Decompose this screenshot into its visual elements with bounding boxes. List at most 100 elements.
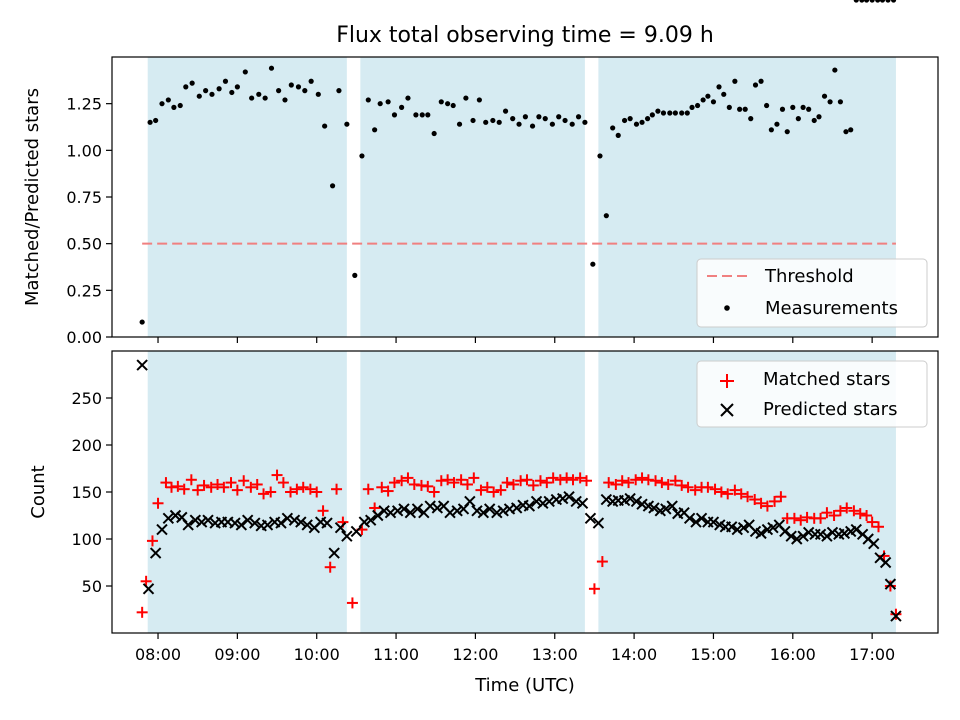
predicted-star-point <box>695 512 708 525</box>
measurement-point <box>633 121 640 127</box>
predicted-star-point <box>195 516 208 528</box>
predicted-star-point <box>334 522 347 534</box>
matched-star-point <box>225 477 237 489</box>
predicted-star-point <box>690 516 702 528</box>
matched-star-point <box>541 477 553 489</box>
measurement-point <box>556 114 562 120</box>
matched-star-point <box>468 472 480 484</box>
predicted-star-point <box>868 537 880 550</box>
chart-title: Flux total observing time = 9.09 h <box>336 23 714 48</box>
matched-star-point <box>636 472 648 484</box>
measurement-point <box>315 91 321 97</box>
measurement-point <box>139 319 145 325</box>
top-y-tick-label: 0.00 <box>66 328 102 347</box>
matched-star-point <box>527 479 539 491</box>
measurement-point <box>359 153 365 159</box>
matched-star-point <box>152 497 164 509</box>
matched-star-point <box>815 512 827 524</box>
matched-star-point <box>362 483 374 495</box>
measurement-point <box>302 88 308 94</box>
measurement-point <box>365 97 371 103</box>
measurement-point <box>256 91 262 97</box>
predicted-star-point <box>411 503 424 515</box>
measurement-point <box>438 99 444 105</box>
matched-star-point <box>547 472 559 484</box>
legend-measurements-label: Measurements <box>765 298 898 319</box>
matched-star-point <box>251 478 263 490</box>
top-observing-window-2 <box>360 57 585 337</box>
matched-star-point <box>848 505 860 517</box>
matched-star-point <box>205 481 217 493</box>
measurement-point <box>336 88 342 94</box>
matched-star-point <box>795 514 807 526</box>
matched-star-point <box>669 475 681 487</box>
matched-star-point <box>650 475 662 487</box>
measurement-point <box>843 129 849 135</box>
measurement-point <box>655 108 661 114</box>
measurement-point <box>522 114 528 120</box>
measurement-point <box>832 67 838 73</box>
matched-star-point <box>331 483 343 495</box>
predicted-star-point <box>890 610 902 622</box>
predicted-star-point <box>483 503 496 515</box>
measurement-point <box>153 117 159 124</box>
matched-star-point <box>277 477 289 489</box>
matched-star-point <box>376 481 388 493</box>
measurement-point <box>542 116 548 122</box>
measurement-point <box>399 104 405 110</box>
predicted-star-point <box>162 512 175 525</box>
measurement-point <box>209 91 215 97</box>
predicted-star-point <box>838 527 851 540</box>
bottom-x-ticks: 08:00 09:00 10:00 11:00 12:00 13:00 14:00 15:00… <box>135 633 895 664</box>
predicted-star-point <box>624 492 636 505</box>
x-tick-label: 10:00 <box>294 645 340 664</box>
measurement-point <box>463 95 469 101</box>
predicted-star-point <box>372 509 384 522</box>
matched-star-point <box>212 478 224 490</box>
measurement-point <box>875 0 881 3</box>
measurement-point <box>262 95 268 101</box>
matched-star-point <box>729 484 741 496</box>
matched-star-point <box>481 481 493 493</box>
predicted-star-point <box>249 517 261 529</box>
matched-star-point <box>775 491 787 503</box>
bottom-y-tick-label: 50 <box>82 577 102 596</box>
matched-star-point <box>218 481 230 493</box>
matched-star-point <box>455 474 467 486</box>
measurement-point <box>295 84 302 90</box>
matched-star-point <box>735 488 747 500</box>
x-tick-label: 08:00 <box>135 645 181 664</box>
predicted-stars-points <box>136 359 902 622</box>
measurement-point <box>419 112 425 118</box>
bottom-panel: 50 100 150 200 250 08:00 09:00 10:00 11:00 12:00… <box>28 350 939 696</box>
predicted-star-point <box>826 526 839 539</box>
measurement-point <box>308 78 314 84</box>
predicted-star-point <box>731 523 743 536</box>
measurement-point <box>147 119 153 125</box>
measurement-point <box>679 110 685 116</box>
matched-star-point <box>140 575 152 587</box>
predicted-star-point <box>261 519 274 531</box>
predicted-star-point <box>350 525 363 538</box>
measurement-point <box>470 117 476 124</box>
x-tick-label: 13:00 <box>532 645 578 664</box>
top-y-ticks: 0.00 0.25 0.50 0.75 1.00 1.25 <box>66 95 112 347</box>
measurement-point <box>216 86 222 92</box>
matched-star-point <box>172 480 184 492</box>
bottom-y-tick-label: 250 <box>71 389 102 408</box>
measurement-point <box>621 117 628 124</box>
measurement-point <box>483 119 489 125</box>
predicted-star-point <box>879 556 892 569</box>
measurement-point <box>569 121 575 127</box>
measurement-point <box>405 95 411 101</box>
predicted-star-point <box>660 503 672 515</box>
measurement-point <box>684 110 690 116</box>
measurement-point <box>853 0 859 3</box>
measurement-point <box>425 112 431 118</box>
measurement-point <box>344 121 350 127</box>
predicted-star-point <box>477 506 490 519</box>
bottom-legend-box <box>696 360 928 428</box>
predicted-star-point <box>275 517 287 529</box>
measurement-point <box>816 114 822 120</box>
measurement-point <box>575 114 582 120</box>
